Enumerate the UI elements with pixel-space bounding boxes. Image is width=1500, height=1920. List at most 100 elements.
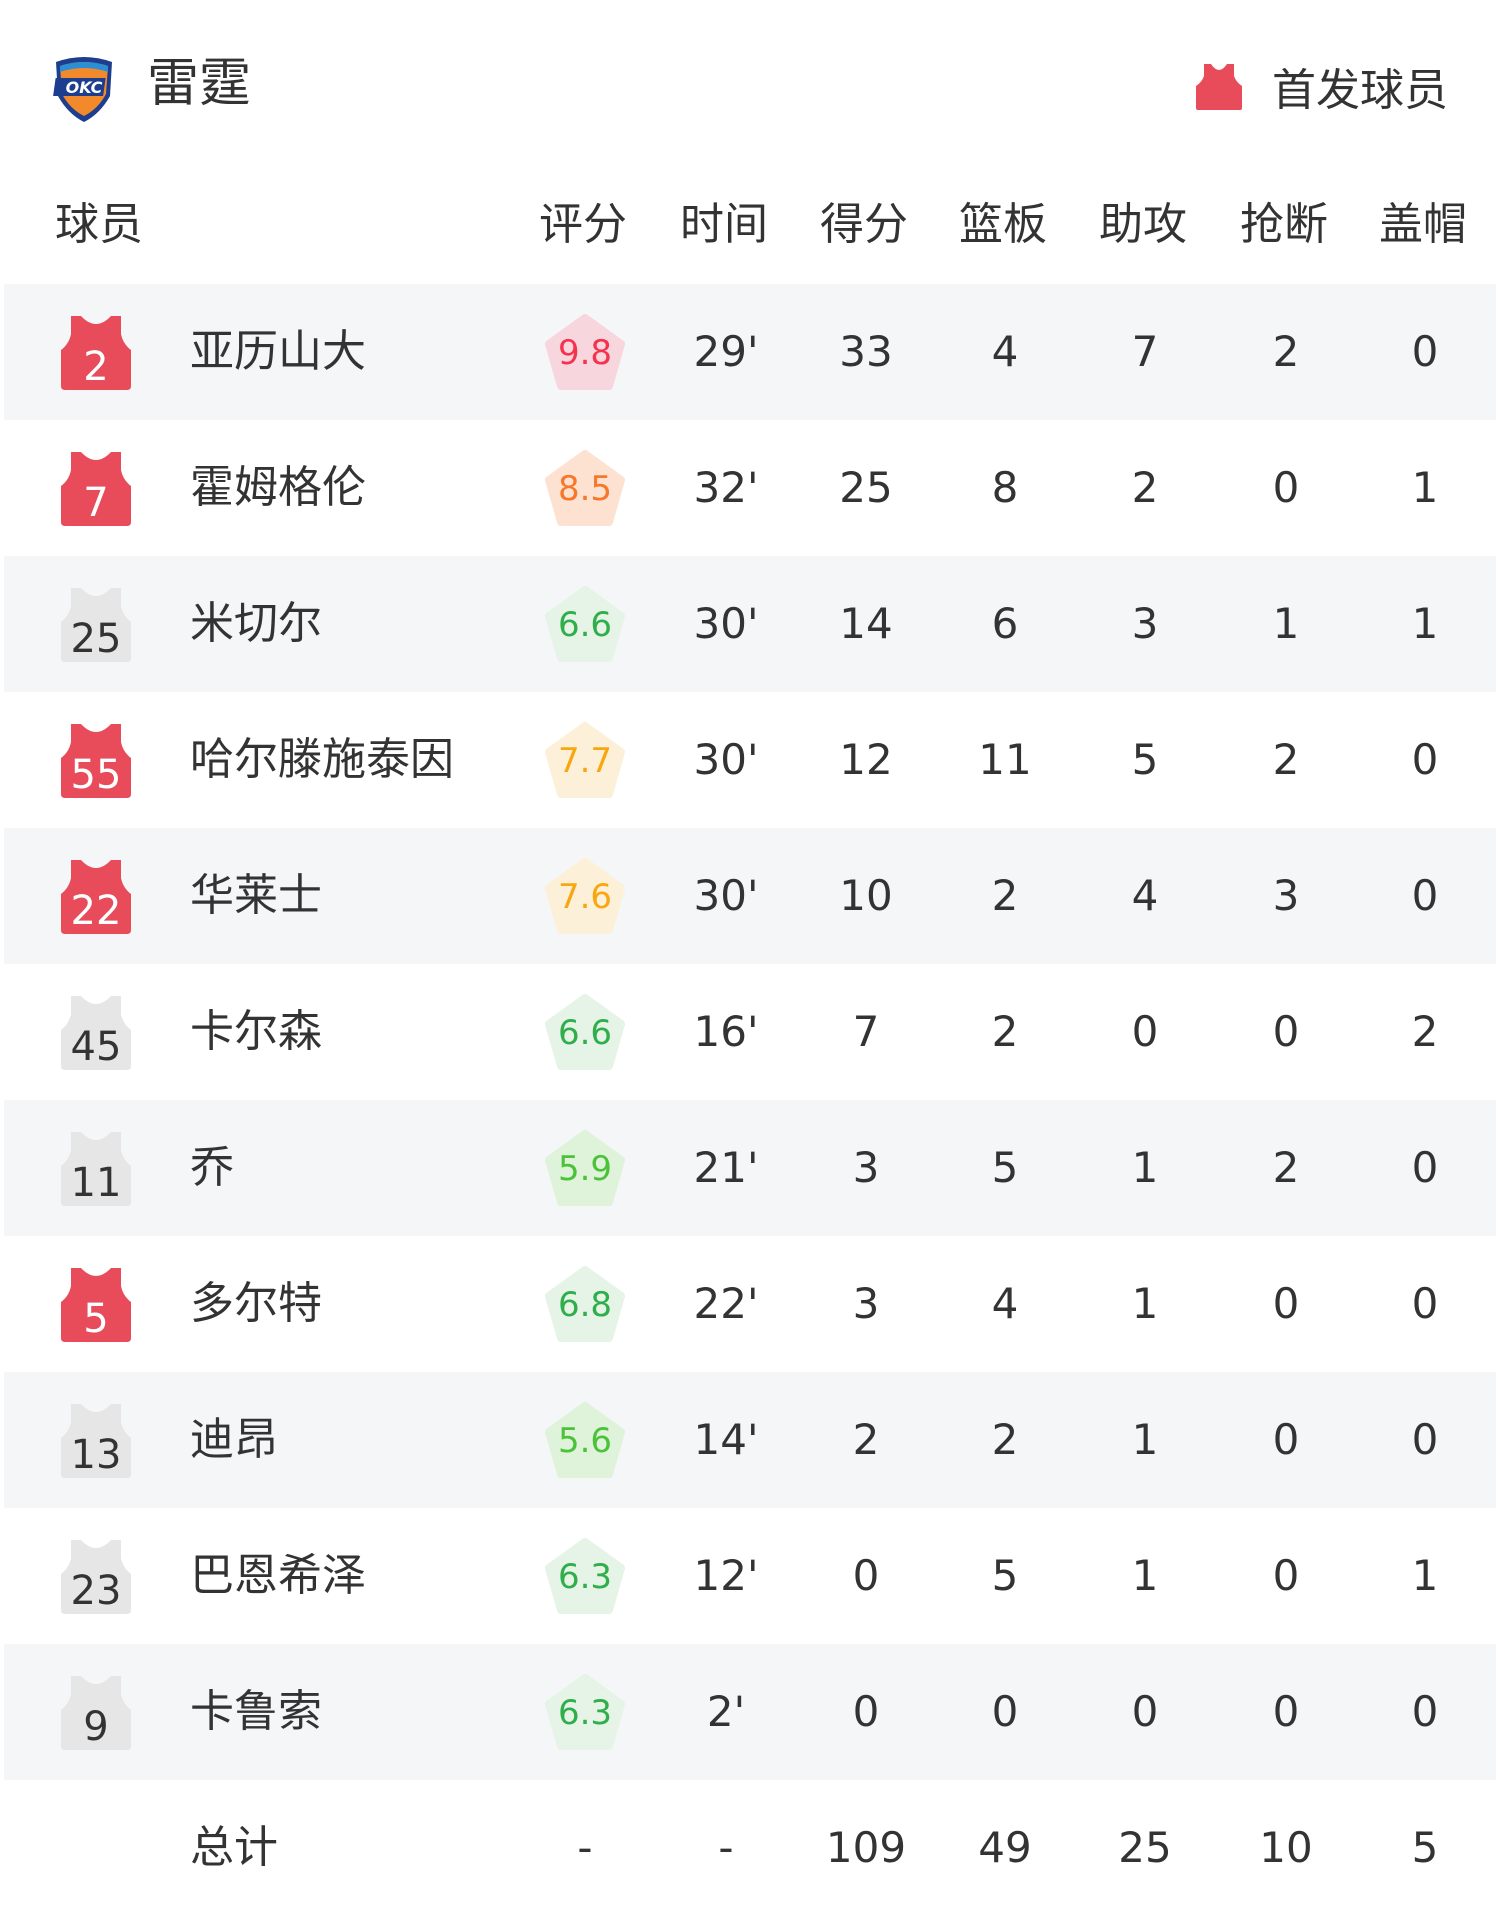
jersey-number: 25: [70, 616, 122, 662]
table-row[interactable]: 23 巴恩希泽 6.3 12' 0 5 1 0 1: [4, 1508, 1496, 1644]
team-name: 雷霆: [147, 54, 252, 114]
starter-legend-label: 首发球员: [1272, 65, 1448, 116]
stat-rebounds: 5: [991, 1143, 1019, 1192]
header-player: 球员: [55, 199, 143, 250]
rating-badge: 7.7: [545, 722, 625, 798]
pentagon-icon: [545, 1402, 625, 1478]
jersey-number: 9: [83, 1704, 109, 1750]
stat-steals: 0: [1272, 1415, 1300, 1464]
stat-assists: 3: [1131, 599, 1159, 648]
stat-steals: 2: [1272, 1143, 1300, 1192]
player-name[interactable]: 巴恩希泽: [190, 1550, 366, 1601]
header-blocks[interactable]: 盖帽: [1379, 199, 1467, 250]
player-name[interactable]: 乔: [190, 1142, 234, 1193]
player-name[interactable]: 华莱士: [190, 870, 322, 921]
player-name[interactable]: 卡尔森: [190, 1006, 322, 1057]
player-name[interactable]: 卡鲁索: [190, 1686, 322, 1737]
totals-row: 总计 - - 109 49 25 10 5: [4, 1780, 1496, 1916]
pentagon-icon: [545, 314, 625, 390]
stat-assists: 1: [1131, 1279, 1159, 1328]
stat-assists: 1: [1131, 1415, 1159, 1464]
header-rating[interactable]: 评分: [539, 199, 627, 250]
starter-jersey: 2: [61, 314, 131, 390]
rating-badge: 5.9: [545, 1130, 625, 1206]
total-blocks: 5: [1411, 1823, 1439, 1872]
pentagon-icon: [545, 1266, 625, 1342]
stat-time: 29': [693, 327, 759, 376]
starter-legend: 首发球员: [1196, 56, 1448, 116]
jersey-number: 11: [70, 1160, 122, 1206]
pentagon-icon: [545, 450, 625, 526]
table-row[interactable]: 22 华莱士 7.6 30' 10 2 4 3 0: [4, 828, 1496, 964]
jersey-number: 2: [83, 344, 109, 390]
stat-points: 3: [852, 1279, 880, 1328]
stat-assists: 1: [1131, 1143, 1159, 1192]
jersey-number: 22: [70, 888, 122, 934]
pentagon-icon: [545, 1538, 625, 1614]
player-name[interactable]: 哈尔滕施泰因: [190, 734, 454, 785]
table-row[interactable]: 2 亚历山大 9.8 29' 33 4 7 2 0: [4, 284, 1496, 420]
stat-steals: 0: [1272, 1551, 1300, 1600]
totals-label: 总计: [190, 1822, 278, 1873]
player-name[interactable]: 多尔特: [190, 1278, 322, 1329]
bench-jersey: 13: [61, 1402, 131, 1478]
jersey-icon: [61, 1404, 131, 1478]
stat-assists: 1: [1131, 1551, 1159, 1600]
header-steals[interactable]: 抢断: [1240, 199, 1328, 250]
stat-rebounds: 2: [991, 1007, 1019, 1056]
total-rating: -: [577, 1823, 593, 1872]
stat-blocks: 0: [1411, 1687, 1439, 1736]
player-name[interactable]: 霍姆格伦: [190, 462, 366, 513]
table-row[interactable]: 9 卡鲁索 6.3 2' 0 0 0 0 0: [4, 1644, 1496, 1780]
table-row[interactable]: 25 米切尔 6.6 30' 14 6 3 1 1: [4, 556, 1496, 692]
header-rebounds[interactable]: 篮板: [959, 199, 1047, 250]
jersey-icon: [61, 860, 131, 934]
pentagon-icon: [545, 1130, 625, 1206]
stat-points: 14: [839, 599, 893, 648]
pentagon-icon: [545, 994, 625, 1070]
stat-points: 0: [852, 1687, 880, 1736]
stat-steals: 0: [1272, 1007, 1300, 1056]
stat-assists: 2: [1131, 463, 1159, 512]
table-row[interactable]: 11 乔 5.9 21' 3 5 1 2 0: [4, 1100, 1496, 1236]
player-name[interactable]: 迪昂: [190, 1414, 278, 1465]
table-row[interactable]: 55 哈尔滕施泰因 7.7 30' 12 11 5 2 0: [4, 692, 1496, 828]
stat-rebounds: 5: [991, 1551, 1019, 1600]
stat-assists: 0: [1131, 1007, 1159, 1056]
stat-points: 10: [839, 871, 893, 920]
stat-points: 25: [839, 463, 893, 512]
header-assists[interactable]: 助攻: [1099, 199, 1187, 250]
stat-assists: 7: [1131, 327, 1159, 376]
starter-jersey: 22: [61, 858, 131, 934]
stat-blocks: 0: [1411, 1415, 1439, 1464]
jersey-number: 7: [83, 480, 109, 526]
svg-text:OKC: OKC: [66, 78, 103, 97]
rating-value: 6.8: [557, 1285, 613, 1325]
table-row[interactable]: 13 迪昂 5.6 14' 2 2 1 0 0: [4, 1372, 1496, 1508]
stat-time: 12': [693, 1551, 759, 1600]
table-row[interactable]: 45 卡尔森 6.6 16' 7 2 0 0 2: [4, 964, 1496, 1100]
jersey-icon: [61, 316, 131, 390]
table-row[interactable]: 7 霍姆格伦 8.5 32' 25 8 2 0 1: [4, 420, 1496, 556]
stat-time: 30': [693, 871, 759, 920]
bench-jersey: 23: [61, 1538, 131, 1614]
stat-steals: 0: [1272, 1687, 1300, 1736]
stat-rebounds: 2: [991, 871, 1019, 920]
header-time[interactable]: 时间: [680, 199, 768, 250]
player-name[interactable]: 米切尔: [190, 598, 322, 649]
rating-badge: 9.8: [545, 314, 625, 390]
table-row[interactable]: 5 多尔特 6.8 22' 3 4 1 0 0: [4, 1236, 1496, 1372]
okc-logo-icon: OKC: [50, 54, 118, 122]
starter-jersey: 7: [61, 450, 131, 526]
stat-blocks: 0: [1411, 735, 1439, 784]
stat-time: 30': [693, 735, 759, 784]
stat-time: 2': [706, 1687, 746, 1736]
stat-steals: 0: [1272, 1279, 1300, 1328]
stat-assists: 0: [1131, 1687, 1159, 1736]
header-points[interactable]: 得分: [820, 199, 908, 250]
rating-value: 5.6: [557, 1421, 613, 1461]
stat-steals: 0: [1272, 463, 1300, 512]
player-name[interactable]: 亚历山大: [190, 326, 366, 377]
stat-points: 0: [852, 1551, 880, 1600]
rating-badge: 5.6: [545, 1402, 625, 1478]
